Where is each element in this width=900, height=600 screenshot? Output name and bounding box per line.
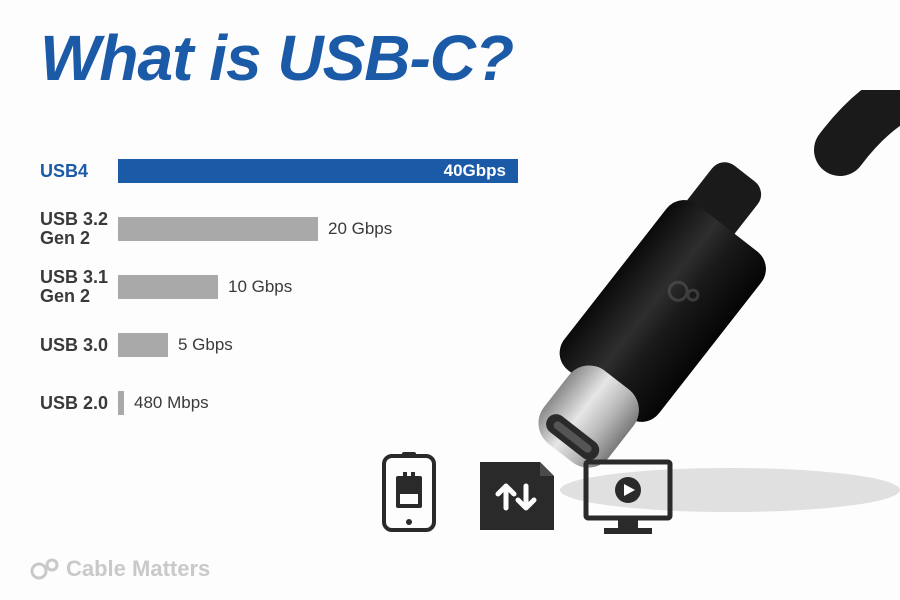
page-title: What is USB-C? (40, 30, 513, 88)
chart-row-label: USB 3.1 Gen 2 (40, 268, 118, 306)
chart-row-label: USB 3.0 (40, 336, 118, 355)
chart-row-label: USB 2.0 (40, 394, 118, 413)
display-video-icon (578, 454, 678, 540)
chart-value-label: 5 Gbps (178, 335, 233, 355)
chart-row-label: USB4 (40, 162, 118, 181)
chart-bar (118, 217, 318, 241)
brand-watermark: Cable Matters (30, 556, 210, 582)
chart-value-label: 20 Gbps (328, 219, 392, 239)
chart-bar (118, 391, 124, 415)
brand-text: Cable Matters (66, 556, 210, 582)
chart-value-label: 480 Mbps (134, 393, 209, 413)
chart-bar (118, 275, 218, 299)
chart-bar (118, 333, 168, 357)
data-transfer-icon (468, 450, 558, 540)
phone-charging-icon (370, 450, 448, 540)
chart-bar: 40Gbps (118, 159, 518, 183)
brand-logo-icon (30, 557, 60, 581)
chart-row-label: USB 3.2 Gen 2 (40, 210, 118, 248)
chart-value-label: 10 Gbps (228, 277, 292, 297)
feature-icons (370, 420, 678, 540)
title-text: What is USB-C? (40, 22, 513, 94)
